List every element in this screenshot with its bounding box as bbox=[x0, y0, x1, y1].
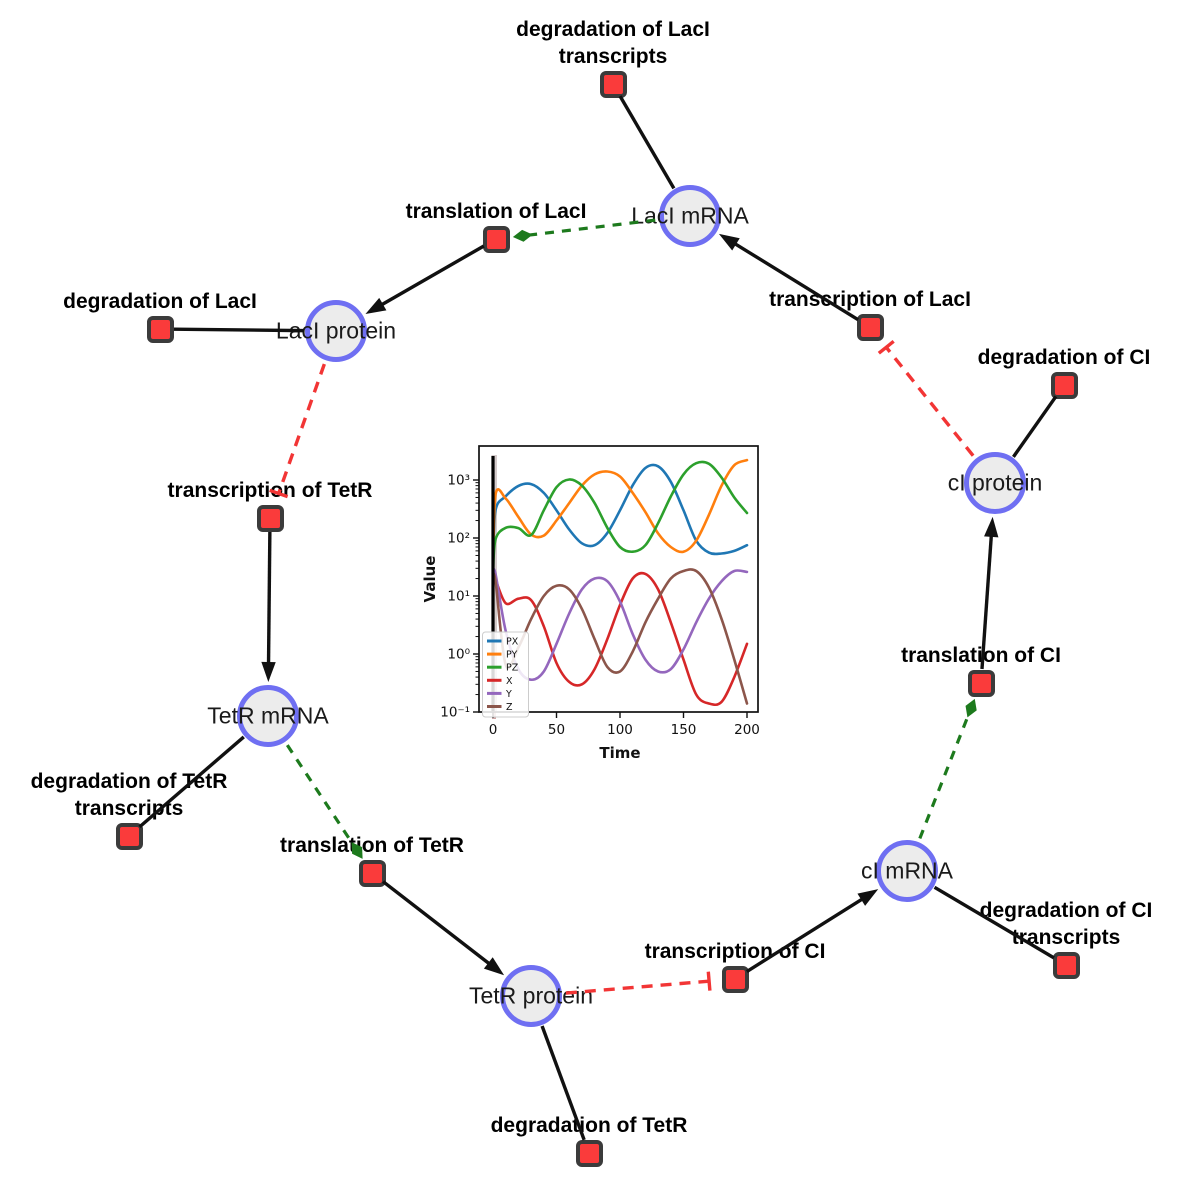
reaction-label-line2: transcripts bbox=[31, 795, 228, 822]
reaction-label-line1: degradation of LacI bbox=[516, 16, 710, 43]
species-label: TetR protein bbox=[469, 983, 593, 1010]
species-label: TetR mRNA bbox=[207, 703, 328, 730]
reaction-label: degradation of LacItranscripts bbox=[516, 16, 710, 70]
reaction-label: transcription of TetR bbox=[168, 477, 373, 504]
reaction-label-line1: translation of TetR bbox=[280, 832, 464, 859]
reaction-label: translation of TetR bbox=[280, 832, 464, 859]
reaction-label-line1: degradation of LacI bbox=[63, 288, 257, 315]
reaction-label-line1: transcription of TetR bbox=[168, 477, 373, 504]
reaction-label-line1: transcription of LacI bbox=[769, 286, 971, 313]
reaction-label-line1: translation of CI bbox=[901, 642, 1061, 669]
reaction-label: degradation of LacI bbox=[63, 288, 257, 315]
reaction-label-line1: degradation of CI bbox=[978, 344, 1151, 371]
species-label: LacI mRNA bbox=[631, 203, 749, 230]
reaction-label-line1: degradation of CI bbox=[980, 897, 1153, 924]
reaction-label-line2: transcripts bbox=[980, 924, 1153, 951]
reaction-label: transcription of LacI bbox=[769, 286, 971, 313]
reaction-label: translation of LacI bbox=[406, 198, 587, 225]
reaction-label-line1: degradation of TetR bbox=[491, 1112, 688, 1139]
reaction-label: degradation of CI bbox=[978, 344, 1151, 371]
reaction-label-line1: degradation of TetR bbox=[31, 768, 228, 795]
species-label: cI protein bbox=[948, 470, 1043, 497]
repressilator-network-diagram: LacI mRNA LacI protein TetR mRNA TetR prote… bbox=[0, 0, 1189, 1200]
reaction-label-line2: transcripts bbox=[516, 43, 710, 70]
reaction-label: degradation of CItranscripts bbox=[980, 897, 1153, 951]
species-label: cI mRNA bbox=[861, 858, 953, 885]
reaction-label: degradation of TetR bbox=[491, 1112, 688, 1139]
reaction-label-line1: transcription of CI bbox=[645, 938, 826, 965]
reaction-label: transcription of CI bbox=[645, 938, 826, 965]
reaction-label-line1: translation of LacI bbox=[406, 198, 587, 225]
reaction-label: translation of CI bbox=[901, 642, 1061, 669]
species-label: LacI protein bbox=[276, 318, 396, 345]
reaction-label: degradation of TetRtranscripts bbox=[31, 768, 228, 822]
label-layer: LacI mRNA LacI protein TetR mRNA TetR prote… bbox=[0, 0, 1189, 1200]
